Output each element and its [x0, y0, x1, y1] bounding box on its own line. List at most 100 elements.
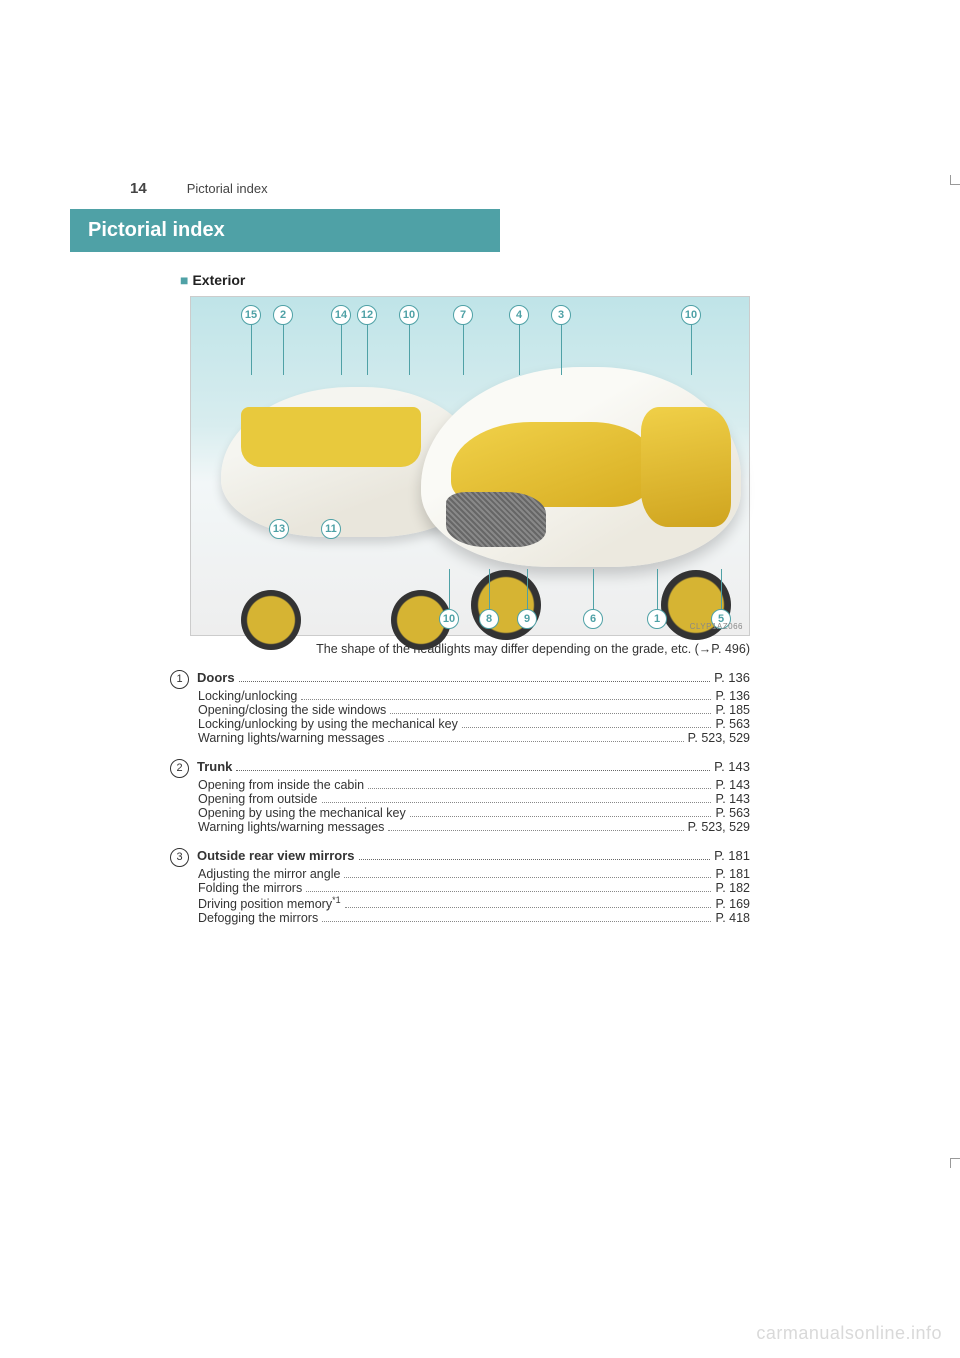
subentry-label: Locking/unlocking by using the mechanica…	[198, 717, 458, 731]
index-entry: 2 Trunk P. 143 Opening from inside the cabi…	[170, 759, 750, 834]
callout-3: 3	[551, 305, 571, 325]
callout-12: 12	[357, 305, 377, 325]
index-list: 1DoorsP. 136Locking/unlockingP. 136Openi…	[170, 670, 750, 925]
leader-dots	[410, 816, 712, 817]
callout-13: 13	[269, 519, 289, 539]
callout-lead	[283, 325, 284, 375]
index-subentry: Locking/unlocking P. 136	[198, 689, 750, 703]
index-entry-head: 2 Trunk P. 143	[170, 759, 750, 778]
leader-dots	[301, 699, 711, 700]
page-body: 14 Pictorial index Pictorial index Exter…	[130, 180, 830, 939]
callout-11: 11	[321, 519, 341, 539]
subentry-page: P. 143	[715, 792, 750, 806]
index-subentry: Locking/unlocking by using the mechanica…	[198, 717, 750, 731]
chapter-title-bar: Pictorial index	[70, 209, 500, 252]
subentry-label: Adjusting the mirror angle	[198, 867, 340, 881]
callout-lead	[489, 569, 490, 609]
callout-lead	[519, 325, 520, 375]
subentry-page: P. 169	[715, 897, 750, 911]
leader-dots	[388, 830, 683, 831]
leader-dots	[322, 921, 711, 922]
index-subentry: Adjusting the mirror angle P. 181	[198, 867, 750, 881]
callout-lead	[367, 325, 368, 375]
watermark: carmanualsonline.info	[756, 1323, 942, 1344]
leader-dots	[345, 907, 712, 908]
leader-dots	[390, 713, 711, 714]
index-entry: 3Outside rear view mirrorsP. 181Adjustin…	[170, 848, 750, 925]
callout-8: 8	[479, 609, 499, 629]
index-entry: 1DoorsP. 136Locking/unlockingP. 136Openi…	[170, 670, 750, 745]
exterior-diagram: 1521412107431013111089615 CLYP1AZ066	[190, 296, 750, 636]
trunk-highlight	[241, 407, 421, 467]
leader-dots	[306, 891, 711, 892]
leader-dots	[322, 802, 712, 803]
entry-title: Trunk	[197, 759, 232, 774]
subentry-label: Locking/unlocking	[198, 689, 297, 703]
subentry-page: P. 182	[715, 881, 750, 895]
subentry-page: P. 523, 529	[688, 731, 750, 745]
callout-10: 10	[439, 609, 459, 629]
subentry-page: P. 563	[715, 717, 750, 731]
entry-page: P. 136	[714, 670, 750, 685]
callout-2: 2	[273, 305, 293, 325]
callout-lead	[341, 325, 342, 375]
callout-lead	[251, 325, 252, 375]
subentry-label: Opening/closing the side windows	[198, 703, 386, 717]
grille	[446, 492, 546, 547]
subentry-label: Opening from outside	[198, 792, 318, 806]
callout-lead	[657, 569, 658, 609]
subentry-page: P. 181	[715, 867, 750, 881]
entry-title: Doors	[197, 670, 235, 685]
index-subentry: Driving position memory*1 P. 169	[198, 895, 750, 911]
leader-dots	[462, 727, 712, 728]
crop-mark	[950, 1158, 960, 1168]
callout-lead	[593, 569, 594, 609]
callout-15: 15	[241, 305, 261, 325]
entry-number: 3	[170, 848, 189, 867]
subentry-label: Folding the mirrors	[198, 881, 302, 895]
subentry-page: P. 143	[715, 778, 750, 792]
leader-dots	[236, 770, 710, 771]
callout-14: 14	[331, 305, 351, 325]
index-entry-head: 1 Doors P. 136	[170, 670, 750, 689]
subentry-label: Opening from inside the cabin	[198, 778, 364, 792]
entry-page: P. 143	[714, 759, 750, 774]
callout-6: 6	[583, 609, 603, 629]
callout-lead	[527, 569, 528, 609]
leader-dots	[344, 877, 711, 878]
callout-lead	[449, 569, 450, 609]
subentry-page: P. 418	[715, 911, 750, 925]
entry-title: Outside rear view mirrors	[197, 848, 355, 863]
index-subentry: Opening/closing the side windowsP. 185	[198, 703, 750, 717]
subentry-label: Driving position memory*1	[198, 895, 341, 911]
subentry-page: P. 563	[715, 806, 750, 820]
callout-lead	[691, 325, 692, 375]
callout-10: 10	[399, 305, 419, 325]
subentry-label: Defogging the mirrors	[198, 911, 318, 925]
callout-lead	[463, 325, 464, 375]
subentry-label: Warning lights/warning messages	[198, 731, 384, 745]
running-header: 14 Pictorial index	[130, 180, 830, 197]
leader-dots	[239, 681, 711, 682]
callout-7: 7	[453, 305, 473, 325]
callout-lead	[721, 569, 722, 609]
callout-10: 10	[681, 305, 701, 325]
subentry-page: P. 136	[715, 689, 750, 703]
subentry-label: Warning lights/warning messages	[198, 820, 384, 834]
figure-code: CLYP1AZ066	[690, 622, 743, 631]
leader-dots	[359, 859, 711, 860]
subentry-label: Opening by using the mechanical key	[198, 806, 406, 820]
crop-mark	[950, 175, 960, 185]
callout-1: 1	[647, 609, 667, 629]
callout-9: 9	[517, 609, 537, 629]
index-subentry: Opening from outside P. 143	[198, 792, 750, 806]
door-highlight	[641, 407, 731, 527]
callout-4: 4	[509, 305, 529, 325]
index-subentry: Folding the mirrors P. 182	[198, 881, 750, 895]
entry-number: 2	[170, 759, 189, 778]
entry-number: 1	[170, 670, 189, 689]
section-heading: Exterior	[180, 272, 830, 288]
wheel-icon	[471, 570, 541, 640]
subentry-page: P. 523, 529	[688, 820, 750, 834]
callout-lead	[409, 325, 410, 375]
